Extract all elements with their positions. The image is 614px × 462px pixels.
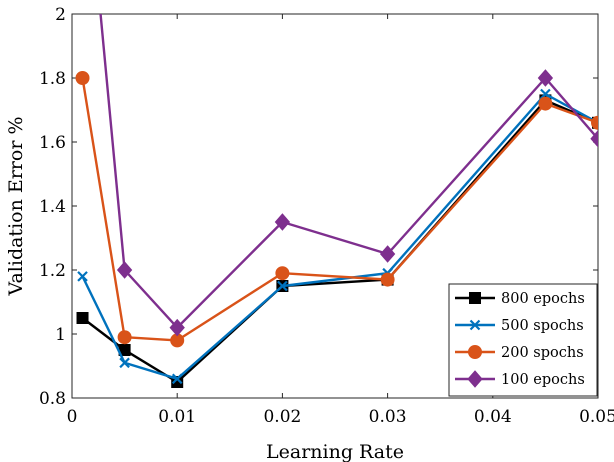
- data-point: [537, 69, 554, 87]
- data-point: [171, 376, 184, 388]
- y-tick-label: 0.8: [39, 389, 66, 409]
- series-3: [99, 14, 598, 337]
- data-point: [277, 280, 288, 292]
- data-point: [76, 312, 89, 324]
- legend-label: 100 epochs: [501, 372, 585, 388]
- x-tick-label: 0.05: [579, 407, 614, 427]
- data-point: [117, 330, 132, 345]
- data-point-stroke: [171, 373, 183, 385]
- x-tick-label: 0.03: [369, 407, 407, 427]
- x-tick-label: 0.01: [158, 407, 196, 427]
- legend-marker-stroke: [469, 319, 481, 331]
- legend-marker: [467, 370, 483, 388]
- y-tick-label: 2: [55, 5, 66, 25]
- series-2: [75, 71, 598, 348]
- data-point: [380, 272, 395, 287]
- legend-label: 200 spochs: [501, 345, 584, 361]
- legend-marker: [468, 345, 482, 359]
- data-point: [77, 271, 88, 282]
- data-point-stroke: [119, 357, 130, 369]
- data-point: [379, 245, 396, 263]
- data-point-stroke: [77, 271, 88, 282]
- y-tick-label: 1.6: [39, 133, 66, 153]
- data-point: [116, 261, 133, 279]
- data-point: [169, 318, 185, 337]
- data-point: [538, 96, 553, 111]
- data-point-stroke: [277, 280, 288, 292]
- y-tick-label: 1: [55, 325, 66, 345]
- data-point: [119, 357, 130, 369]
- data-point: [171, 373, 183, 385]
- data-point: [540, 88, 551, 100]
- legend-label: 500 spochs: [501, 318, 584, 334]
- y-tick-label: 1.4: [39, 197, 66, 217]
- legend-label: 800 epochs: [501, 291, 585, 307]
- y-tick-label: 1.8: [39, 69, 66, 89]
- data-point-stroke: [540, 88, 551, 100]
- legend-marker: [469, 292, 481, 304]
- data-point: [274, 213, 291, 231]
- legend-marker: [469, 319, 481, 331]
- data-point: [275, 266, 290, 281]
- data-point: [590, 130, 598, 148]
- y-tick-label: 1.2: [39, 261, 66, 281]
- x-tick-label: 0.04: [474, 407, 512, 427]
- y-axis-label: Validation Error %: [5, 116, 27, 296]
- x-tick-label: 0: [67, 407, 78, 427]
- x-axis-label: Learning Rate: [266, 441, 404, 462]
- x-tick-label: 0.02: [263, 407, 301, 427]
- data-point: [591, 115, 598, 130]
- data-point: [75, 71, 90, 85]
